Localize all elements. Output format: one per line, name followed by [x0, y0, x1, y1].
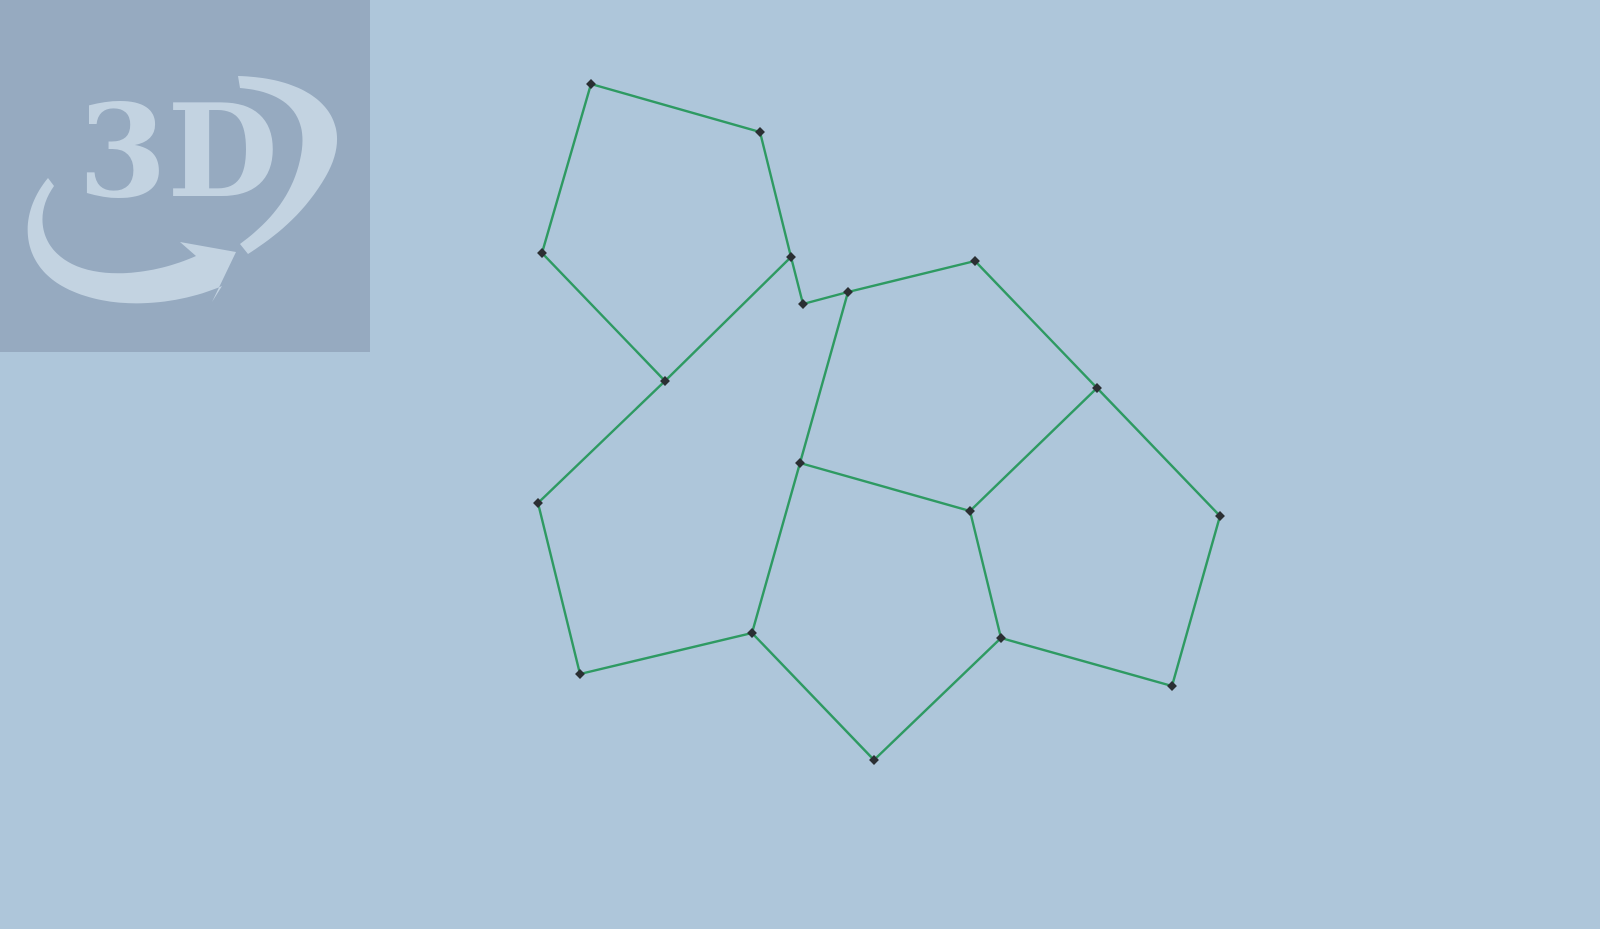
mesh-edge[interactable]	[578, 631, 754, 676]
mesh-vertex[interactable]	[1092, 383, 1102, 393]
mesh-edge[interactable]	[663, 255, 793, 383]
mesh-edge[interactable]	[846, 259, 977, 294]
mesh-vertex[interactable]	[533, 498, 543, 508]
3d-rotate-icon: 3D	[27, 76, 338, 304]
mesh-edge[interactable]	[798, 461, 972, 513]
mesh-edge[interactable]	[968, 386, 1099, 513]
mesh-vertex[interactable]	[798, 299, 808, 309]
mesh-edge[interactable]	[1095, 386, 1222, 518]
mesh-vertex[interactable]	[575, 669, 585, 679]
mesh-edge[interactable]	[872, 636, 1003, 762]
mesh-edge[interactable]	[798, 290, 850, 465]
mesh-edges	[536, 82, 1222, 762]
mesh-vertex[interactable]	[795, 458, 805, 468]
mesh-edge[interactable]	[536, 501, 582, 676]
mesh-edge[interactable]	[801, 290, 850, 306]
mesh-vertex[interactable]	[537, 248, 547, 258]
mesh-edge[interactable]	[750, 461, 802, 635]
mesh-edge[interactable]	[758, 130, 793, 259]
mesh-vertex[interactable]	[586, 79, 596, 89]
mesh-vertex[interactable]	[1167, 681, 1177, 691]
3d-rotate-button[interactable]: 3D	[0, 0, 370, 352]
mesh-edge[interactable]	[1170, 514, 1222, 688]
mesh-edge[interactable]	[540, 251, 667, 383]
mesh-vertex[interactable]	[996, 633, 1006, 643]
mesh-edge[interactable]	[536, 379, 667, 505]
mesh-vertex[interactable]	[660, 376, 670, 386]
mesh-edge[interactable]	[589, 82, 762, 134]
mesh-edge[interactable]	[999, 636, 1174, 688]
3d-label: 3D	[78, 77, 278, 227]
mesh-vertex[interactable]	[1215, 511, 1225, 521]
mesh-vertex[interactable]	[747, 628, 757, 638]
mesh-vertex[interactable]	[755, 127, 765, 137]
mesh-vertex[interactable]	[869, 755, 879, 765]
mesh-vertex[interactable]	[970, 256, 980, 266]
mesh-vertices	[533, 79, 1225, 765]
rotate-arrow-upper-arc	[238, 76, 338, 254]
mesh-edge[interactable]	[750, 631, 876, 762]
rotate-arrow-lower-arc	[27, 178, 236, 304]
mesh-edge[interactable]	[973, 259, 1099, 390]
mesh-vertex[interactable]	[965, 506, 975, 516]
mesh-edge[interactable]	[968, 509, 1003, 640]
mesh-vertex[interactable]	[843, 287, 853, 297]
mesh-edge[interactable]	[540, 82, 593, 255]
mesh-edge[interactable]	[789, 255, 805, 306]
mesh-vertex[interactable]	[786, 252, 796, 262]
